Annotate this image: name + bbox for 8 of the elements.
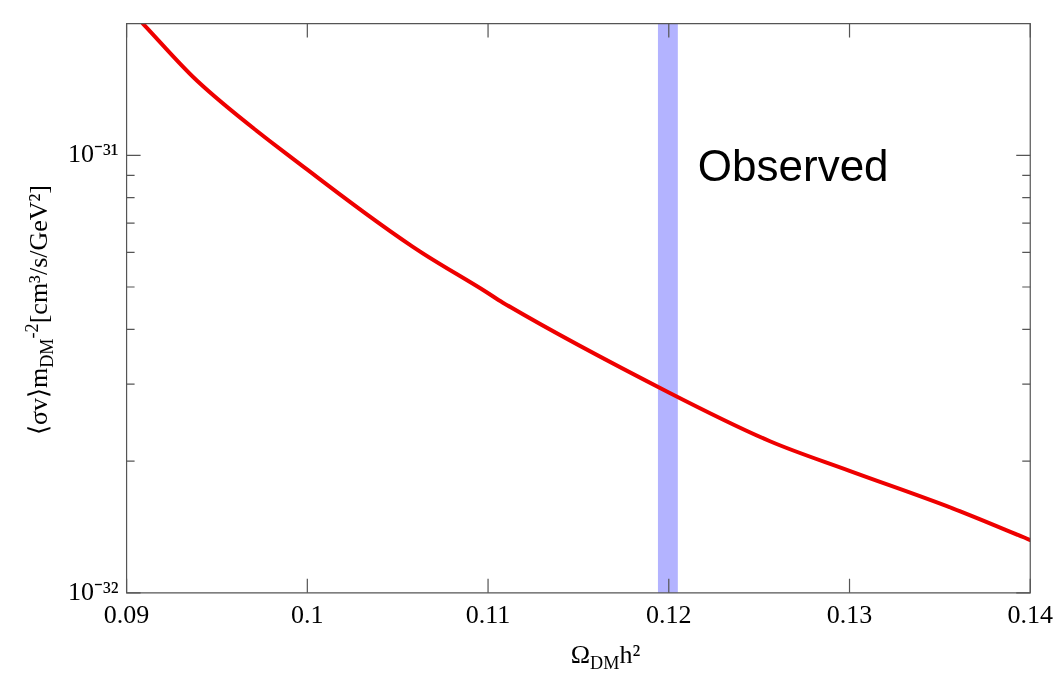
- x-axis-title: Ω$_{DM}$h²: [569, 640, 642, 675]
- x-tick-label: 0.11: [465, 600, 511, 630]
- y-tick-label: 10⁻³¹: [68, 139, 119, 169]
- x-tick-label: 0.12: [646, 600, 692, 630]
- x-tick-label: 0.1: [291, 600, 324, 630]
- band-label: Observed: [697, 140, 889, 190]
- x-tick-label: 0.14: [1007, 600, 1053, 630]
- x-tick-label: 0.13: [826, 600, 873, 630]
